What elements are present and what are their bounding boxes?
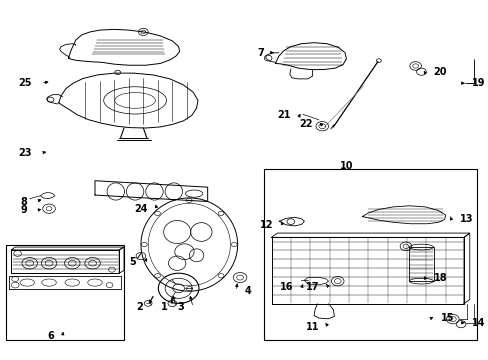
Text: 24: 24	[134, 204, 148, 214]
Text: 18: 18	[433, 273, 446, 283]
Text: 6: 6	[47, 331, 54, 341]
Bar	[264, 169, 476, 339]
Text: 4: 4	[244, 286, 251, 296]
Text: 14: 14	[471, 318, 485, 328]
Text: 13: 13	[459, 215, 473, 224]
Text: 21: 21	[277, 111, 290, 121]
Bar	[408, 247, 433, 281]
Text: 7: 7	[257, 48, 264, 58]
Text: 12: 12	[260, 220, 273, 230]
Bar	[5, 244, 124, 339]
Text: 23: 23	[19, 148, 32, 158]
Text: 16: 16	[279, 282, 293, 292]
Text: 8: 8	[20, 197, 27, 207]
Text: 25: 25	[19, 78, 32, 88]
Text: 10: 10	[339, 161, 352, 171]
Text: 3: 3	[177, 302, 184, 312]
Text: 9: 9	[20, 206, 27, 216]
Text: 11: 11	[306, 322, 319, 332]
Text: 19: 19	[471, 78, 485, 88]
Text: 15: 15	[440, 313, 453, 323]
Text: 5: 5	[129, 257, 136, 267]
Text: 2: 2	[136, 302, 143, 312]
Text: 17: 17	[306, 282, 319, 292]
Text: 22: 22	[299, 120, 312, 129]
Text: 1: 1	[161, 302, 167, 312]
Text: 20: 20	[433, 67, 446, 77]
